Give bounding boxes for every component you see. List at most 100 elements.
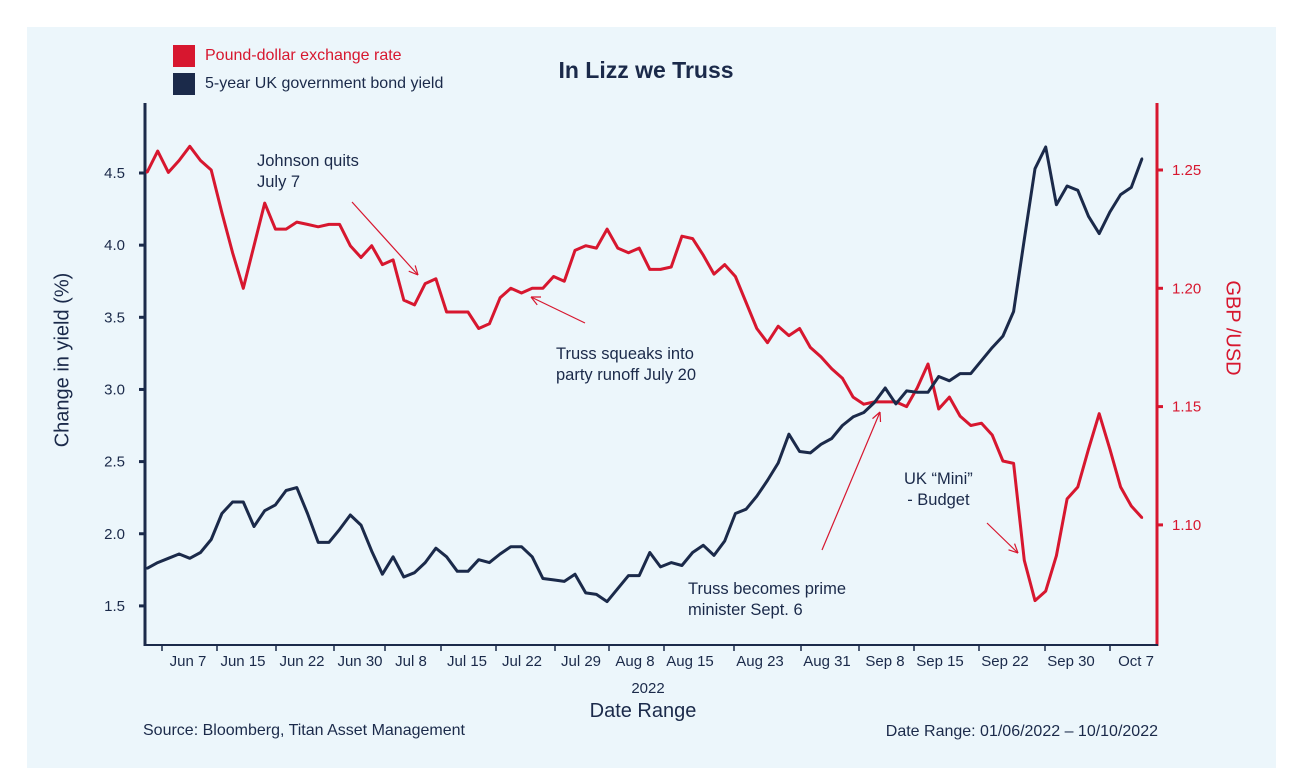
point-bond-yield — [980, 359, 983, 362]
point-gbp-usd — [1130, 504, 1133, 508]
point-gbp-usd — [220, 211, 224, 214]
point-gbp-usd — [477, 327, 480, 330]
point-bond-yield — [1130, 186, 1133, 189]
point-bond-yield — [744, 508, 748, 511]
y-left-tick-label: 3.0 — [104, 381, 125, 398]
point-gbp-usd — [723, 263, 726, 266]
point-bond-yield — [584, 591, 587, 595]
point-gbp-usd — [1140, 516, 1144, 520]
annotation-line: Truss becomes prime — [688, 580, 847, 598]
point-bond-yield — [1119, 193, 1122, 196]
point-bond-yield — [199, 551, 202, 554]
point-gbp-usd — [691, 237, 694, 240]
annotation-line: party runoff July 20 — [556, 366, 697, 384]
point-bond-yield — [488, 561, 491, 564]
point-bond-yield — [680, 564, 684, 567]
y-left-tick-label: 1.5 — [104, 598, 125, 615]
x-tick-label: Jul 29 — [561, 653, 601, 670]
point-gbp-usd — [830, 367, 833, 370]
point-bond-yield — [723, 539, 726, 543]
point-gbp-usd — [456, 310, 459, 314]
point-gbp-usd — [648, 268, 652, 271]
point-gbp-usd — [274, 227, 277, 231]
point-bond-yield — [177, 552, 181, 556]
point-gbp-usd — [1012, 462, 1015, 465]
point-gbp-usd — [541, 287, 545, 290]
point-gbp-usd — [712, 272, 716, 276]
point-bond-yield — [509, 545, 512, 548]
point-bond-yield — [605, 600, 609, 603]
arrow-johnson — [351, 201, 419, 276]
point-gbp-usd — [766, 341, 769, 344]
point-bond-yield — [445, 555, 448, 559]
point-bond-yield — [1140, 157, 1144, 160]
point-gbp-usd — [445, 310, 448, 314]
point-gbp-usd — [798, 327, 801, 330]
y-left-tick-label: 2.0 — [104, 526, 125, 543]
point-gbp-usd — [563, 280, 566, 283]
x-tick-label: Sep 15 — [916, 653, 964, 670]
point-gbp-usd — [530, 287, 534, 290]
point-bond-yield — [798, 450, 801, 453]
point-bond-yield — [295, 486, 298, 489]
point-gbp-usd — [1108, 447, 1112, 451]
point-gbp-usd — [359, 256, 363, 259]
point-bond-yield — [777, 461, 780, 465]
point-bond-yield — [156, 561, 159, 564]
point-bond-yield — [670, 561, 673, 564]
arrow-runoff — [530, 296, 586, 324]
point-gbp-usd — [177, 159, 181, 162]
x-tick-label: Jun 7 — [170, 653, 207, 670]
legend-label-yield: 5-year UK government bond yield — [205, 75, 444, 92]
point-bond-yield — [552, 578, 555, 582]
x-tick-label: Aug 8 — [615, 653, 654, 670]
point-gbp-usd — [520, 291, 523, 295]
point-bond-yield — [466, 570, 470, 573]
point-gbp-usd — [1044, 589, 1047, 593]
point-bond-yield — [755, 495, 759, 498]
point-bond-yield — [830, 437, 833, 440]
point-gbp-usd — [370, 244, 373, 247]
y-left-tick-label: 4.0 — [104, 237, 125, 254]
point-bond-yield — [563, 580, 566, 583]
point-gbp-usd — [755, 327, 759, 330]
point-bond-yield — [1108, 210, 1112, 214]
annotation-line: - Budget — [907, 491, 970, 509]
point-bond-yield — [145, 567, 149, 570]
point-bond-yield — [702, 544, 705, 547]
point-bond-yield — [1001, 334, 1005, 338]
point-gbp-usd — [573, 249, 577, 252]
point-gbp-usd — [616, 246, 619, 250]
point-bond-yield — [338, 528, 341, 531]
y-left-tick-label: 4.5 — [104, 165, 125, 182]
point-gbp-usd — [584, 244, 587, 247]
legend-swatch-yield — [173, 73, 195, 95]
point-gbp-usd — [595, 246, 598, 250]
point-bond-yield — [188, 557, 191, 560]
point-bond-yield — [530, 555, 534, 559]
x-tick-label: Oct 7 — [1118, 653, 1154, 670]
point-gbp-usd — [349, 244, 352, 247]
legend-swatch-gbp — [173, 45, 195, 67]
annotation-johnson: Johnson quits July 7 — [257, 151, 359, 193]
point-bond-yield — [1044, 145, 1047, 149]
point-gbp-usd — [316, 225, 320, 228]
point-gbp-usd — [702, 253, 705, 257]
point-gbp-usd — [209, 168, 213, 172]
point-bond-yield — [809, 451, 812, 455]
point-gbp-usd — [777, 324, 780, 328]
point-bond-yield — [958, 372, 962, 375]
y-right-tick-label: 1.20 — [1172, 280, 1201, 297]
point-gbp-usd — [402, 298, 405, 302]
point-bond-yield — [274, 503, 277, 507]
point-gbp-usd — [466, 310, 470, 314]
point-bond-yield — [1076, 189, 1080, 192]
point-bond-yield — [520, 545, 523, 548]
point-gbp-usd — [242, 287, 245, 290]
point-gbp-usd — [509, 287, 512, 290]
point-bond-yield — [1033, 167, 1037, 170]
series-line-gbp-usd — [145, 144, 1144, 603]
arrow-mini-budget — [986, 522, 1019, 554]
point-bond-yield — [423, 561, 427, 564]
